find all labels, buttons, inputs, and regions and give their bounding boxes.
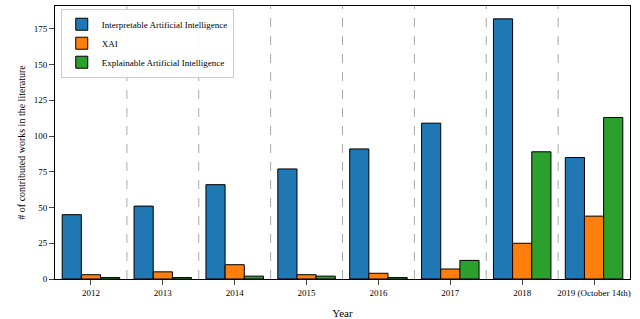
- svg-text:XAI: XAI: [102, 39, 118, 49]
- svg-text:Year: Year: [332, 307, 353, 319]
- svg-text:150: 150: [34, 60, 48, 70]
- svg-text:Interpretable Artificial Intel: Interpretable Artificial Intelligence: [102, 20, 227, 30]
- svg-text:Explainable Artificial Intelli: Explainable Artificial Intelligence: [102, 58, 224, 68]
- svg-text:50: 50: [38, 203, 48, 213]
- svg-text:75: 75: [38, 167, 48, 177]
- svg-text:25: 25: [38, 238, 48, 248]
- svg-text:125: 125: [34, 95, 48, 105]
- svg-text:2017: 2017: [441, 288, 460, 298]
- svg-text:2015: 2015: [298, 288, 317, 298]
- svg-text:2014: 2014: [226, 288, 245, 298]
- svg-text:175: 175: [34, 24, 48, 34]
- svg-text:100: 100: [34, 131, 48, 141]
- svg-text:2019 (October 14th): 2019 (October 14th): [557, 288, 630, 298]
- svg-text:2013: 2013: [154, 288, 173, 298]
- svg-text:# of contributed works in the: # of contributed works in the literature: [16, 65, 27, 220]
- svg-text:0: 0: [43, 274, 48, 284]
- svg-text:2016: 2016: [369, 288, 388, 298]
- svg-text:2018: 2018: [513, 288, 532, 298]
- svg-text:2012: 2012: [82, 288, 100, 298]
